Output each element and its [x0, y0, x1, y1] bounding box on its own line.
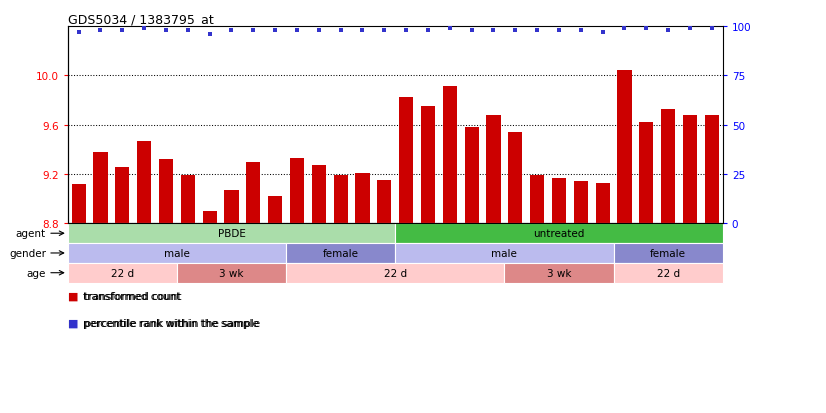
- Point: [400, 28, 413, 34]
- Bar: [290, 159, 304, 224]
- Point: [377, 28, 391, 34]
- Bar: [705, 116, 719, 224]
- Text: male: male: [491, 248, 517, 259]
- Point: [705, 26, 719, 32]
- Bar: [334, 176, 348, 224]
- Bar: [68, 224, 395, 244]
- Text: ■  percentile rank within the sample: ■ percentile rank within the sample: [68, 318, 260, 328]
- Bar: [268, 197, 282, 224]
- Text: age: age: [26, 268, 46, 278]
- Text: male: male: [164, 248, 190, 259]
- Point: [356, 28, 369, 34]
- Point: [94, 28, 107, 34]
- Bar: [68, 244, 286, 263]
- Text: transformed count: transformed count: [83, 291, 180, 301]
- Text: 3 wk: 3 wk: [547, 268, 572, 278]
- Text: agent: agent: [16, 229, 46, 239]
- Bar: [487, 116, 501, 224]
- Bar: [377, 181, 392, 224]
- Text: untreated: untreated: [534, 229, 585, 239]
- Point: [683, 26, 696, 32]
- Bar: [614, 244, 723, 263]
- Bar: [443, 87, 457, 224]
- Bar: [202, 211, 216, 224]
- Point: [312, 28, 325, 34]
- Bar: [614, 263, 723, 283]
- Bar: [399, 98, 413, 224]
- Bar: [639, 123, 653, 224]
- Text: percentile rank within the sample: percentile rank within the sample: [83, 318, 259, 328]
- Point: [203, 31, 216, 38]
- Bar: [596, 183, 610, 224]
- Text: 22 d: 22 d: [111, 268, 134, 278]
- Text: 22 d: 22 d: [384, 268, 406, 278]
- Bar: [68, 263, 177, 283]
- Bar: [505, 263, 614, 283]
- Point: [639, 26, 653, 32]
- Bar: [421, 107, 435, 224]
- Bar: [72, 185, 86, 224]
- Text: 3 wk: 3 wk: [219, 268, 244, 278]
- Bar: [93, 152, 107, 224]
- Point: [268, 28, 282, 34]
- Bar: [225, 190, 239, 224]
- Point: [596, 29, 610, 36]
- Bar: [115, 167, 130, 224]
- Bar: [464, 128, 479, 224]
- Bar: [552, 178, 566, 224]
- Bar: [617, 71, 632, 224]
- Point: [138, 26, 151, 32]
- Bar: [355, 173, 369, 224]
- Bar: [181, 176, 195, 224]
- Text: ■: ■: [68, 291, 78, 301]
- Bar: [311, 166, 326, 224]
- Point: [618, 26, 631, 32]
- Point: [72, 29, 85, 36]
- Point: [159, 28, 173, 34]
- Point: [465, 28, 478, 34]
- Point: [662, 28, 675, 34]
- Point: [291, 28, 304, 34]
- Text: ■  transformed count: ■ transformed count: [68, 291, 181, 301]
- Text: ■: ■: [68, 318, 78, 328]
- Text: female: female: [650, 248, 686, 259]
- Bar: [530, 176, 544, 224]
- Point: [225, 28, 238, 34]
- Point: [530, 28, 544, 34]
- Bar: [661, 109, 676, 224]
- Text: 22 d: 22 d: [657, 268, 680, 278]
- Bar: [286, 244, 395, 263]
- Bar: [246, 162, 260, 224]
- Point: [181, 28, 194, 34]
- Text: GDS5034 / 1383795_at: GDS5034 / 1383795_at: [68, 13, 213, 26]
- Point: [509, 28, 522, 34]
- Bar: [395, 244, 614, 263]
- Bar: [137, 141, 151, 224]
- Bar: [159, 160, 173, 224]
- Point: [444, 26, 457, 32]
- Bar: [286, 263, 505, 283]
- Bar: [574, 182, 588, 224]
- Point: [487, 28, 500, 34]
- Bar: [508, 133, 522, 224]
- Bar: [683, 116, 697, 224]
- Text: female: female: [323, 248, 358, 259]
- Point: [334, 28, 347, 34]
- Point: [247, 28, 260, 34]
- Point: [421, 28, 434, 34]
- Point: [553, 28, 566, 34]
- Bar: [395, 224, 723, 244]
- Bar: [177, 263, 286, 283]
- Text: PBDE: PBDE: [217, 229, 245, 239]
- Point: [116, 28, 129, 34]
- Text: gender: gender: [9, 248, 46, 259]
- Point: [574, 28, 587, 34]
